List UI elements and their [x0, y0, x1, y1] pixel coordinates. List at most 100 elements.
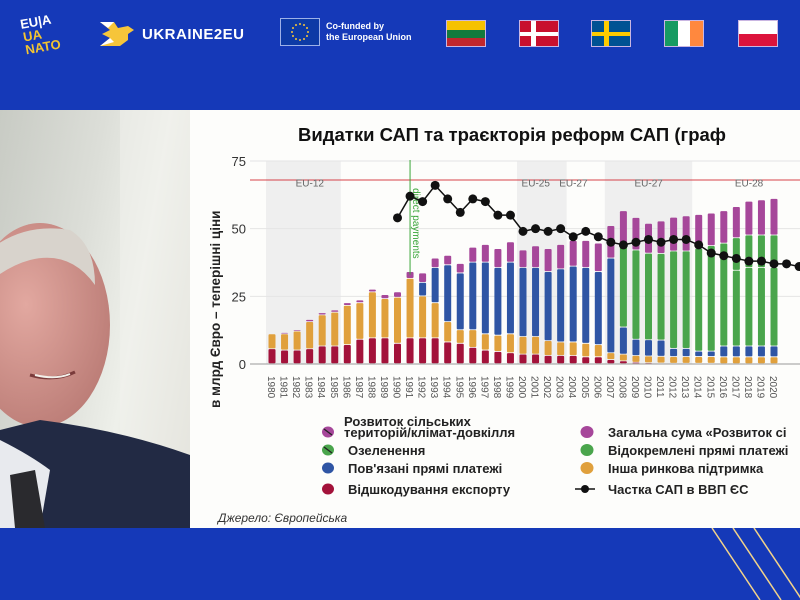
- decorative-stripes: [700, 528, 800, 600]
- x-tick: 1988: [365, 376, 376, 399]
- x-tick: 2020: [767, 376, 778, 399]
- x-tick: 1992: [416, 376, 427, 399]
- x-tick: 1984: [315, 376, 326, 399]
- x-tick: 2009: [629, 376, 640, 399]
- bar-1990: [394, 292, 401, 364]
- svg-text:Відокремлені прямі платежі: Відокремлені прямі платежі: [608, 443, 788, 458]
- bar-2003: [557, 244, 565, 364]
- x-tick: 1982: [290, 376, 301, 399]
- x-tick: 2013: [679, 376, 690, 399]
- source-note: Джерело: Європейська: [216, 511, 347, 525]
- x-tick: 2014: [692, 376, 703, 399]
- bar-1991: [406, 271, 414, 364]
- bar-1998: [494, 248, 502, 364]
- x-tick: 2003: [554, 376, 565, 399]
- bar-2016: [720, 211, 728, 364]
- legend-item: Озеленення: [322, 443, 425, 458]
- svg-text:Пов'язані прямі платежі: Пов'язані прямі платежі: [348, 461, 502, 476]
- x-tick: 2012: [667, 376, 678, 399]
- eu-cofunded-logo: Co-funded by the European Union: [280, 18, 412, 46]
- x-tick: 2015: [704, 376, 715, 399]
- bar-2010: [645, 223, 652, 364]
- y-tick: 75: [232, 154, 246, 169]
- x-tick: 1990: [391, 376, 402, 399]
- bar-1981: [281, 332, 289, 364]
- bar-2015: [707, 213, 715, 365]
- header-bar: EU|A UA NATO UKRAINE2EU Co-funded by the…: [0, 0, 800, 110]
- x-tick: 2005: [579, 376, 590, 399]
- x-tick: 2000: [516, 376, 527, 399]
- era-label: EU-27: [559, 179, 588, 190]
- x-tick: 1980: [265, 376, 276, 399]
- bar-1999: [506, 242, 514, 364]
- flag-poland-icon: [738, 20, 778, 47]
- x-tick: 1994: [441, 376, 452, 399]
- bar-1985: [331, 310, 339, 364]
- bar-1995: [456, 263, 464, 364]
- bar-2004: [569, 240, 577, 364]
- x-tick: 2002: [541, 376, 552, 399]
- x-tick: 2010: [642, 376, 653, 399]
- x-tick: 2006: [591, 376, 602, 399]
- x-tick: 1987: [353, 376, 364, 399]
- x-tick: 1999: [503, 376, 514, 399]
- bar-1989: [381, 294, 389, 364]
- cap-gdp-share-line: [393, 180, 800, 272]
- legend-item: Відшкодування експорту: [322, 482, 511, 497]
- x-tick: 1981: [278, 376, 289, 399]
- legend-item: Розвиток сільськихтериторій/клімат-довкі…: [322, 414, 515, 440]
- bar-1996: [469, 247, 477, 364]
- x-tick: 1983: [303, 376, 314, 399]
- x-tick: 2011: [654, 376, 665, 398]
- legend-item: Частка САП в ВВП ЄС: [575, 482, 749, 497]
- legend-item: Відокремлені прямі платежі: [580, 443, 788, 458]
- bar-1984: [318, 313, 326, 364]
- flag-denmark-icon: [519, 20, 559, 47]
- bar-2008: [619, 211, 627, 364]
- bar-1980: [268, 334, 276, 364]
- x-tick: 1985: [328, 376, 339, 399]
- x-tick: 2017: [729, 376, 740, 399]
- enlargement-bands: [266, 161, 693, 364]
- reference-lines: direct payments EU-12 EU-25 EU-27 EU-27 EU-28: [250, 160, 800, 275]
- svg-text:Інша ринкова підтримка: Інша ринкова підтримка: [608, 461, 764, 476]
- bar-1983: [306, 319, 314, 364]
- flag-ireland-icon: [664, 20, 704, 47]
- direct-payments-annotation: direct payments: [410, 188, 421, 259]
- x-tick: 1996: [466, 376, 477, 399]
- y-tick: 50: [232, 222, 246, 237]
- bar-2000: [519, 250, 527, 364]
- x-tick: 2018: [742, 376, 753, 399]
- x-tick: 2001: [529, 376, 540, 399]
- stacked-bars: [268, 198, 778, 365]
- bar-2018: [745, 201, 753, 364]
- presentation-slide: Видатки САП та траєкторія реформ САП (гр…: [190, 110, 800, 528]
- ukraine2eu-logo: UKRAINE2EU: [100, 20, 245, 48]
- bar-2001: [532, 246, 540, 364]
- bar-2005: [582, 240, 590, 364]
- x-tick: 2004: [566, 376, 577, 399]
- x-tick: 1986: [340, 376, 351, 399]
- x-tick: 1993: [428, 376, 439, 399]
- bar-1994: [444, 255, 452, 364]
- bird-icon: [100, 22, 134, 46]
- bar-2014: [695, 214, 703, 365]
- x-tick: 2019: [754, 376, 765, 399]
- era-label: EU-25: [522, 179, 551, 190]
- svg-text:територій/клімат-довкілля: територій/клімат-довкілля: [344, 425, 515, 440]
- flag-lithuania-icon: [446, 20, 486, 47]
- speaker-figure: [0, 110, 190, 528]
- era-label: EU-12: [296, 179, 325, 190]
- svg-text:Загальна сума «Розвиток сі: Загальна сума «Розвиток сі: [608, 425, 786, 440]
- bar-1997: [481, 244, 489, 364]
- legend-item: Пов'язані прямі платежі: [322, 461, 502, 476]
- chart-legend: Розвиток сільськихтериторій/клімат-довкі…: [322, 414, 788, 497]
- bar-2020: [770, 198, 778, 364]
- svg-text:Озеленення: Озеленення: [348, 443, 425, 458]
- svg-text:Частка САП в ВВП ЄС: Частка САП в ВВП ЄС: [608, 482, 749, 497]
- speaker-video: [0, 110, 190, 528]
- era-label: EU-28: [735, 179, 764, 190]
- y-axis-label: в млрд Євро – теперішні ціни: [208, 211, 223, 408]
- bar-1987: [356, 300, 364, 364]
